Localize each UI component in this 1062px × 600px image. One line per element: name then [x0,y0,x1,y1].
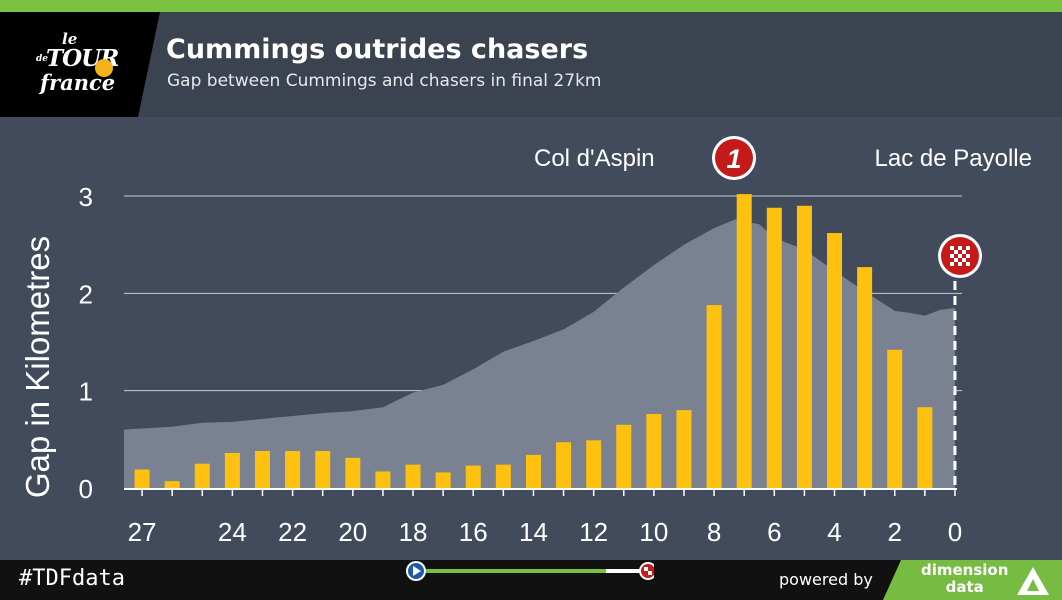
x-tick-label: 14 [519,517,548,547]
bar [224,452,240,488]
progress-slider[interactable] [404,560,654,590]
finish-flag-icon [938,234,982,278]
bar [676,410,692,488]
x-tick-label: 20 [338,517,367,547]
bar [736,194,752,488]
bar [917,407,933,488]
x-tick-label: 10 [639,517,668,547]
x-tick-label: 0 [948,517,962,547]
dimension-data-logo: dimension data [883,560,1062,600]
y-axis-label: Gap in Kilometres [19,236,56,498]
bar [646,414,662,488]
dimension-data-triangle-icon [1017,567,1049,595]
x-tick-label: 22 [278,517,307,547]
bar [525,454,541,488]
bar [796,205,812,488]
hashtag: #TDFdata [19,566,125,591]
play-icon[interactable] [406,561,426,581]
bar [495,464,511,488]
logo-word-de: de [36,54,49,64]
brand-line-2: data [945,578,984,596]
climb-label: Col d'Aspin [534,145,655,172]
bar [375,471,391,488]
bar [857,267,873,488]
tour-de-france-logo: le TOUR de france [0,12,160,117]
bar [194,463,210,488]
bar [254,451,270,488]
bar [134,469,150,488]
bar [285,451,301,488]
y-tick-label: 3 [79,182,93,212]
bar [766,207,782,488]
category-1-climb-icon: 1 [712,136,756,180]
climb-category: 1 [726,144,741,174]
finish-label: Lac de Payolle [875,145,1032,172]
bar [315,451,331,488]
y-tick-label: 1 [79,377,93,407]
logo-sun-icon [95,59,113,77]
footer: #TDFdata powered by dimension data [0,560,1062,600]
x-tick-label: 24 [218,517,247,547]
bar [405,464,421,488]
y-tick-label: 0 [79,474,93,504]
x-tick-label: 18 [399,517,428,547]
top-accent-bar [0,0,1062,12]
bar [887,349,903,488]
powered-by-label: powered by [779,570,873,589]
bar [164,481,180,488]
x-tick-label: 16 [459,517,488,547]
x-tick-label: 12 [579,517,608,547]
bar [706,305,722,488]
x-tick-label: 27 [128,517,157,547]
x-tick-label: 4 [827,517,841,547]
bar [586,440,602,488]
brand-line-1: dimension [921,561,1009,579]
x-tick-label: 8 [707,517,721,547]
page-subtitle: Gap between Cummings and chasers in fina… [167,71,602,91]
bar [435,472,451,488]
x-tick-label: 2 [887,517,901,547]
bar [616,424,632,488]
header: le TOUR de france Cummings outrides chas… [0,12,1062,117]
page-title: Cummings outrides chasers [166,34,589,65]
finish-flag-small-icon [639,562,654,580]
logo-word-le: le [62,30,78,48]
bar [345,457,361,488]
bar [465,465,481,488]
x-tick-label: 6 [767,517,781,547]
bar [556,442,572,488]
bar [827,233,843,488]
y-tick-label: 2 [79,279,93,309]
